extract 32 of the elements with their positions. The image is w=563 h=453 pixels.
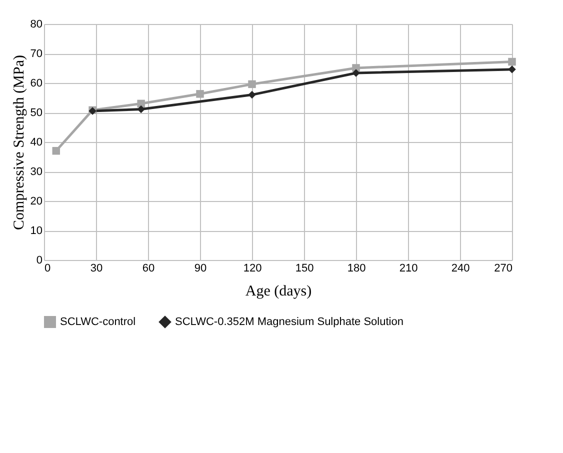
point bbox=[52, 146, 60, 155]
point bbox=[196, 90, 204, 98]
y-tick-label: 60 bbox=[30, 78, 42, 90]
y-tick-label: 50 bbox=[30, 107, 42, 119]
x-axis-title: Age (days) bbox=[245, 284, 312, 300]
point bbox=[248, 90, 256, 99]
x-tick-label: 210 bbox=[399, 262, 418, 274]
x-tick-label: 60 bbox=[142, 262, 155, 274]
y-tick-label: 10 bbox=[30, 225, 42, 237]
x-tick-label: 120 bbox=[243, 262, 262, 274]
point bbox=[352, 69, 360, 77]
x-tick-label: 0 bbox=[44, 262, 51, 274]
point bbox=[137, 105, 145, 114]
legend-label: SCLWC-control bbox=[60, 316, 136, 328]
point bbox=[248, 80, 256, 88]
y-tick-label: 70 bbox=[30, 48, 42, 60]
x-tick-label: 150 bbox=[295, 262, 314, 274]
x-tick-label: 90 bbox=[194, 262, 207, 274]
y-tick-label: 80 bbox=[30, 18, 42, 30]
point bbox=[508, 58, 516, 66]
y-tick-label: 20 bbox=[30, 196, 42, 208]
x-tick-label: 30 bbox=[90, 262, 103, 274]
point bbox=[508, 66, 516, 74]
legend-label: SCLWC-0.352M Magnesium Sulphate Solution bbox=[175, 316, 404, 328]
point bbox=[137, 100, 145, 108]
y-tick-label: 40 bbox=[30, 136, 42, 148]
y-axis-title: Compressive Strength (MPa) bbox=[11, 55, 28, 230]
y-tick-label: 0 bbox=[36, 254, 42, 266]
x-tick-label: 270 bbox=[494, 262, 512, 274]
y-tick-label: 30 bbox=[30, 166, 42, 178]
x-tick-label: 240 bbox=[451, 262, 470, 274]
x-tick-label: 180 bbox=[347, 262, 366, 274]
